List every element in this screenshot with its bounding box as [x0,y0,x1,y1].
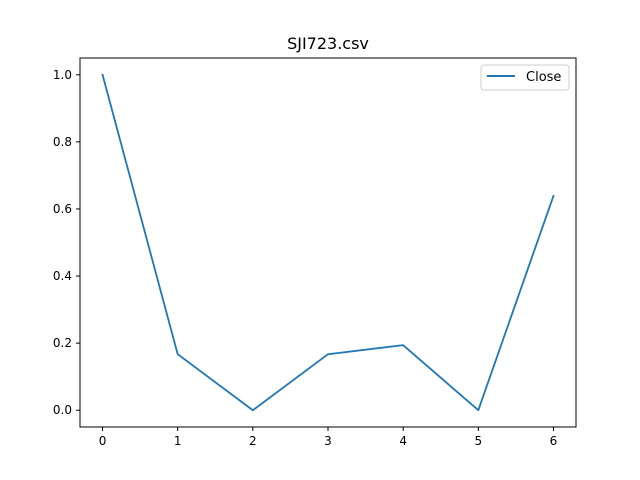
y-tick-label: 0.0 [53,403,72,417]
plot-frame [79,57,577,428]
series-layer [101,73,555,412]
y-axis: 0.0 0.2 0.4 0.6 0.8 1.0 [53,68,80,417]
y-tick-label: 0.8 [53,135,72,149]
y-tick-label: 0.4 [53,269,72,283]
x-tick-label: 2 [249,434,257,448]
chart-title: SJI723.csv [287,34,369,53]
x-tick-label: 3 [324,434,332,448]
x-tick-label: 0 [99,434,107,448]
x-tick-label: 1 [174,434,182,448]
y-tick-label: 0.6 [53,202,72,216]
x-tick-label: 5 [474,434,482,448]
y-tick-label: 1.0 [53,68,72,82]
legend-box [480,64,570,91]
x-tick-label: 6 [550,434,558,448]
legend-label-close: Close [526,70,561,85]
x-tick-label: 4 [399,434,407,448]
series-line-close [101,73,555,412]
x-axis: 0 1 2 3 4 5 6 [99,427,558,448]
y-tick-label: 0.2 [53,336,72,350]
legend: Close [480,64,570,91]
